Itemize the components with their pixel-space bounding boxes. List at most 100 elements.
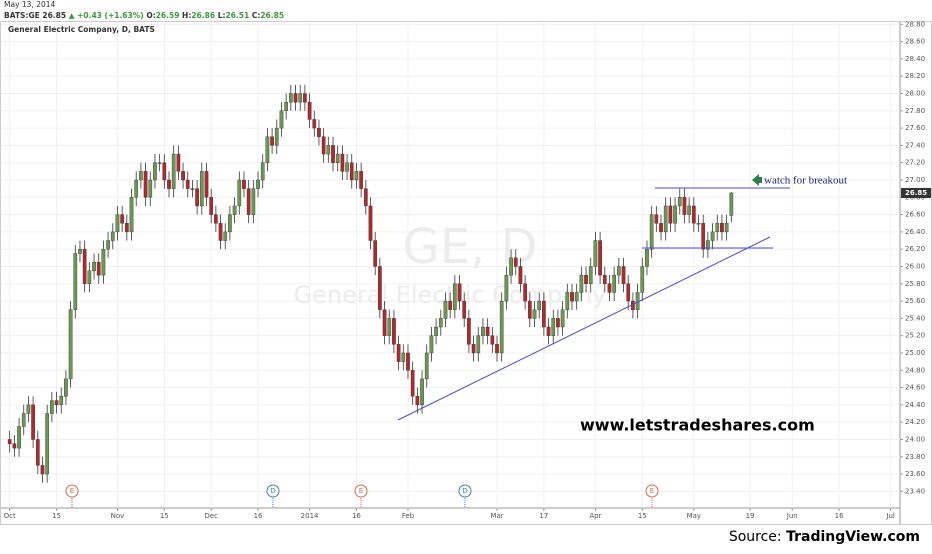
candle-body: [199, 171, 204, 207]
y-tick-label: 26.00: [905, 262, 925, 270]
candle-body: [401, 352, 406, 362]
candle-body: [321, 136, 326, 155]
candle-body: [598, 240, 602, 276]
x-tick-label: Dec: [204, 512, 218, 520]
candle-body: [673, 205, 677, 224]
candle-body: [12, 443, 17, 449]
candle-body: [551, 318, 556, 336]
candle-body: [490, 335, 495, 345]
candle-body: [139, 171, 143, 181]
candle-body: [134, 179, 139, 198]
candle-body: [424, 352, 429, 380]
arrow: [752, 174, 762, 186]
candle-body: [120, 214, 124, 224]
candle-body: [513, 257, 518, 267]
y-tick-label: 26.40: [905, 228, 925, 236]
candle-body: [382, 309, 387, 336]
y-tick-label: 26.60: [905, 211, 925, 219]
candle-body: [237, 179, 242, 207]
x-tick-label: 16: [835, 512, 844, 520]
y-tick-label: 24.40: [905, 401, 925, 409]
candle-body: [617, 266, 621, 276]
candle-body: [429, 335, 434, 354]
candle-body: [265, 136, 270, 163]
x-tick-label: Apr: [589, 512, 601, 520]
candle-body: [396, 344, 401, 362]
c: C:: [252, 11, 261, 20]
y-tick-label: 23.80: [905, 453, 925, 461]
candle-body: [349, 162, 354, 181]
candle-body: [228, 214, 232, 233]
y-tick-label: 25.40: [905, 314, 925, 322]
candle-body: [574, 292, 579, 302]
candle-body: [190, 188, 195, 190]
candle-body: [570, 292, 574, 302]
date: May 13, 2014: [4, 0, 56, 9]
candle-body: [621, 266, 626, 284]
candle-body: [176, 153, 181, 172]
website: www.letstradeshares.com: [580, 416, 815, 435]
candle-body: [64, 378, 68, 397]
c-val: 26.85: [260, 11, 284, 20]
candle-body: [312, 119, 317, 129]
candle-body: [518, 266, 523, 284]
candle-body: [26, 404, 31, 414]
candle-body: [303, 93, 307, 103]
candle-body: [274, 127, 279, 146]
x-tick-label: 16: [352, 512, 361, 520]
o: O:: [146, 11, 155, 20]
source: Source: TradingView.com: [729, 529, 920, 545]
candle-body: [82, 248, 87, 284]
candle-body: [363, 188, 368, 207]
candle-body: [110, 231, 115, 241]
candle-body: [204, 171, 209, 198]
candle-body: [471, 344, 476, 354]
candle-body: [368, 205, 373, 241]
candle-body: [504, 274, 509, 302]
event-label: E: [359, 487, 363, 495]
y-tick-label: 25.60: [905, 297, 925, 305]
candle-body: [696, 223, 701, 225]
x-tick-label: Oct: [4, 512, 16, 520]
candle-body: [214, 214, 218, 224]
candle-body: [495, 344, 499, 354]
candle-body: [115, 214, 120, 233]
candle-body: [153, 162, 157, 181]
y-tick-label: 24.60: [905, 384, 925, 392]
candle-body: [626, 283, 631, 302]
candle-body: [293, 93, 298, 103]
candle-body: [612, 274, 617, 293]
candle-body: [148, 179, 153, 198]
x-tick-label: 2014: [301, 512, 319, 520]
y-tick-label: 23.60: [905, 470, 925, 478]
candle-body: [218, 223, 223, 241]
y-tick-label: 28.20: [905, 72, 925, 80]
candle-body: [162, 162, 167, 181]
candle-body: [335, 153, 340, 163]
candle-body: [724, 223, 729, 233]
candle-body: [31, 404, 35, 440]
last-price-box: [901, 187, 931, 198]
h: H:: [182, 11, 191, 20]
candle-body: [143, 171, 148, 198]
candle-body: [270, 136, 274, 146]
candle-body: [78, 248, 82, 254]
y-tick-label: 27.20: [905, 159, 925, 167]
candle-body: [307, 101, 312, 120]
candle-body: [701, 223, 706, 250]
y-tick-label: 24.00: [905, 435, 925, 443]
candle-body: [415, 396, 420, 406]
y-tick-label: 25.20: [905, 332, 925, 340]
y-tick-label: 24.80: [905, 366, 925, 374]
candle-body: [410, 370, 415, 397]
candle-body: [682, 197, 687, 215]
event-marker: [354, 484, 368, 498]
candle-body: [359, 171, 363, 189]
event-label: D: [270, 487, 275, 495]
source-site: TradingView.com: [786, 529, 920, 545]
candle-body: [317, 127, 321, 137]
y-tick-label: 23.40: [905, 487, 925, 495]
candle-body: [298, 93, 303, 103]
candle-body: [45, 413, 50, 475]
candle-body: [448, 300, 452, 310]
